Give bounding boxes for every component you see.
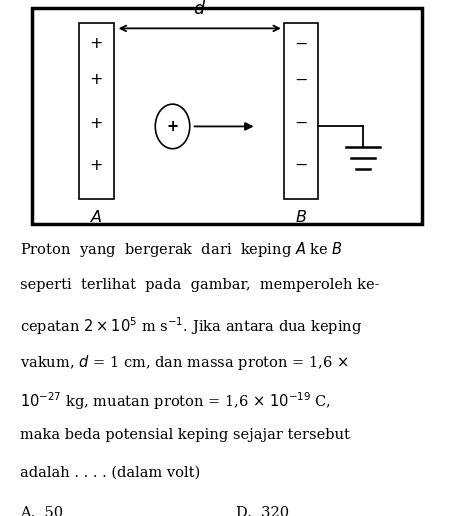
Text: +: +: [90, 157, 103, 173]
Bar: [32, 8, 422, 224]
Text: −: −: [294, 72, 307, 88]
Text: D.  320: D. 320: [236, 506, 289, 516]
Text: +: +: [90, 116, 103, 132]
Text: +: +: [167, 119, 178, 134]
Text: maka beda potensial keping sejajar tersebut: maka beda potensial keping sejajar terse…: [20, 428, 350, 442]
Text: vakum, $d$ = 1 cm, dan massa proton = 1,6 $\times$: vakum, $d$ = 1 cm, dan massa proton = 1,…: [20, 353, 349, 372]
Text: +: +: [90, 36, 103, 52]
Text: adalah . . . . (dalam volt): adalah . . . . (dalam volt): [20, 466, 201, 480]
Text: $10^{-27}$ kg, muatan proton = 1,6 $\times$ $10^{-19}$ C,: $10^{-27}$ kg, muatan proton = 1,6 $\tim…: [20, 391, 331, 412]
Text: −: −: [294, 36, 307, 52]
Text: cepatan $2 \times 10^5$ m s$^{-1}$. Jika antara dua keping: cepatan $2 \times 10^5$ m s$^{-1}$. Jika…: [20, 315, 363, 337]
Text: A.  50: A. 50: [20, 506, 64, 516]
Text: $A$: $A$: [90, 209, 103, 226]
Text: −: −: [294, 116, 307, 132]
Bar: [79, 23, 114, 199]
Text: $B$: $B$: [295, 209, 307, 226]
Text: −: −: [294, 157, 307, 173]
Bar: [284, 23, 318, 199]
Text: Proton  yang  bergerak  dari  keping $A$ ke $B$: Proton yang bergerak dari keping $A$ ke …: [20, 240, 343, 259]
Text: +: +: [90, 72, 103, 88]
Text: seperti  terlihat  pada  gambar,  memperoleh ke-: seperti terlihat pada gambar, memperoleh…: [20, 278, 380, 292]
Text: $d$: $d$: [193, 0, 206, 18]
